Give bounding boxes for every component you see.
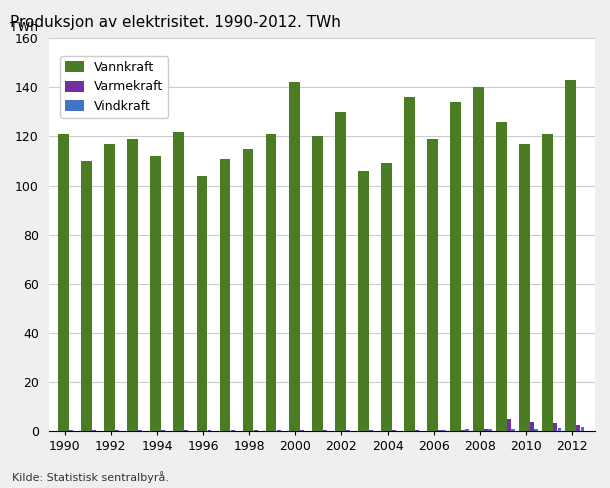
Bar: [542, 134, 553, 431]
Bar: [81, 161, 92, 431]
Bar: [69, 430, 73, 431]
Bar: [511, 429, 515, 431]
Bar: [335, 112, 346, 431]
Bar: [220, 159, 231, 431]
Bar: [115, 430, 119, 431]
Bar: [565, 80, 576, 431]
Bar: [404, 97, 415, 431]
Bar: [277, 430, 281, 431]
Bar: [489, 429, 492, 431]
Bar: [162, 430, 165, 431]
Bar: [581, 427, 584, 431]
Bar: [392, 430, 396, 431]
Bar: [484, 429, 488, 431]
Bar: [266, 134, 276, 431]
Bar: [127, 139, 138, 431]
Bar: [381, 163, 392, 431]
Bar: [576, 426, 580, 431]
Bar: [534, 429, 539, 431]
Bar: [173, 132, 184, 431]
Bar: [427, 139, 438, 431]
Bar: [473, 87, 484, 431]
Bar: [254, 430, 257, 431]
Bar: [497, 122, 507, 431]
Bar: [300, 430, 304, 431]
Bar: [346, 430, 350, 431]
Bar: [508, 419, 511, 431]
Bar: [184, 430, 188, 431]
Bar: [92, 430, 96, 431]
Bar: [323, 430, 327, 431]
Bar: [196, 176, 207, 431]
Bar: [465, 429, 469, 431]
Bar: [415, 430, 419, 431]
Legend: Vannkraft, Varmekraft, Vindkraft: Vannkraft, Varmekraft, Vindkraft: [60, 56, 168, 118]
Bar: [151, 156, 161, 431]
Bar: [530, 422, 534, 431]
Bar: [138, 430, 142, 431]
Bar: [519, 144, 530, 431]
Bar: [58, 134, 69, 431]
Bar: [358, 171, 368, 431]
Bar: [558, 428, 561, 431]
Bar: [231, 430, 234, 431]
Text: TWh: TWh: [10, 21, 38, 34]
Bar: [243, 149, 253, 431]
Text: Produksjon av elektrisitet. 1990-2012. TWh: Produksjon av elektrisitet. 1990-2012. T…: [10, 15, 341, 30]
Bar: [312, 137, 323, 431]
Bar: [553, 423, 558, 431]
Bar: [104, 144, 115, 431]
Bar: [438, 430, 442, 431]
Bar: [442, 430, 446, 431]
Bar: [450, 102, 461, 431]
Bar: [289, 82, 300, 431]
Text: Kilde: Statistisk sentralbyrå.: Kilde: Statistisk sentralbyrå.: [12, 471, 169, 483]
Bar: [461, 430, 465, 431]
Bar: [207, 430, 212, 431]
Bar: [369, 430, 373, 431]
